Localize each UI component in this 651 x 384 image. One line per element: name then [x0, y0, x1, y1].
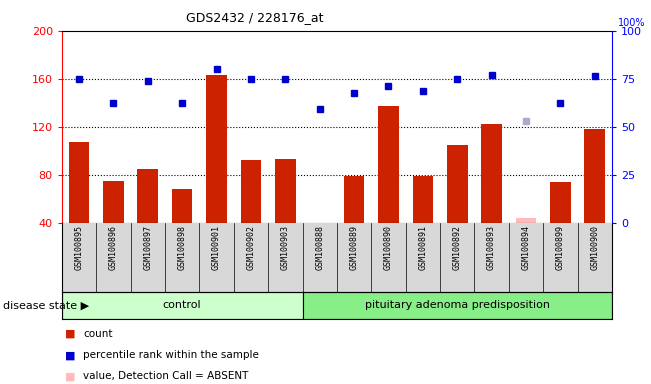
Bar [172, 189, 193, 223]
Text: GSM100899: GSM100899 [556, 225, 565, 270]
Text: GSM100897: GSM100897 [143, 225, 152, 270]
Bar [275, 159, 296, 223]
Text: GSM100892: GSM100892 [452, 225, 462, 270]
Text: GSM100901: GSM100901 [212, 225, 221, 270]
Text: 100%: 100% [618, 18, 645, 28]
Bar [413, 176, 433, 223]
Text: ■: ■ [65, 350, 76, 360]
Bar [585, 129, 605, 223]
Text: GSM100903: GSM100903 [281, 225, 290, 270]
Bar [62, 292, 303, 319]
Text: GSM100891: GSM100891 [419, 225, 427, 270]
Text: ■: ■ [65, 371, 76, 381]
Text: pituitary adenoma predisposition: pituitary adenoma predisposition [365, 300, 549, 310]
Text: GSM100896: GSM100896 [109, 225, 118, 270]
Text: GSM100900: GSM100900 [590, 225, 600, 270]
Text: percentile rank within the sample: percentile rank within the sample [83, 350, 259, 360]
Text: GSM100890: GSM100890 [384, 225, 393, 270]
Bar [206, 75, 227, 223]
Text: disease state ▶: disease state ▶ [3, 300, 89, 310]
Text: GSM100889: GSM100889 [350, 225, 359, 270]
Bar [69, 142, 89, 223]
Text: value, Detection Call = ABSENT: value, Detection Call = ABSENT [83, 371, 249, 381]
Bar [241, 161, 261, 223]
Bar [378, 106, 399, 223]
Text: GSM100888: GSM100888 [315, 225, 324, 270]
Text: GSM100895: GSM100895 [74, 225, 83, 270]
Bar [447, 145, 467, 223]
Text: GSM100898: GSM100898 [178, 225, 187, 270]
Text: GSM100894: GSM100894 [521, 225, 531, 270]
Text: count: count [83, 329, 113, 339]
Bar [344, 176, 365, 223]
Text: GSM100902: GSM100902 [247, 225, 255, 270]
Bar [481, 124, 502, 223]
Text: ■: ■ [65, 329, 76, 339]
Bar [550, 182, 571, 223]
Text: GSM100893: GSM100893 [487, 225, 496, 270]
Bar [103, 181, 124, 223]
Text: GDS2432 / 228176_at: GDS2432 / 228176_at [186, 12, 323, 25]
Bar [137, 169, 158, 223]
Text: control: control [163, 300, 202, 310]
Bar [516, 218, 536, 223]
Bar [303, 292, 612, 319]
